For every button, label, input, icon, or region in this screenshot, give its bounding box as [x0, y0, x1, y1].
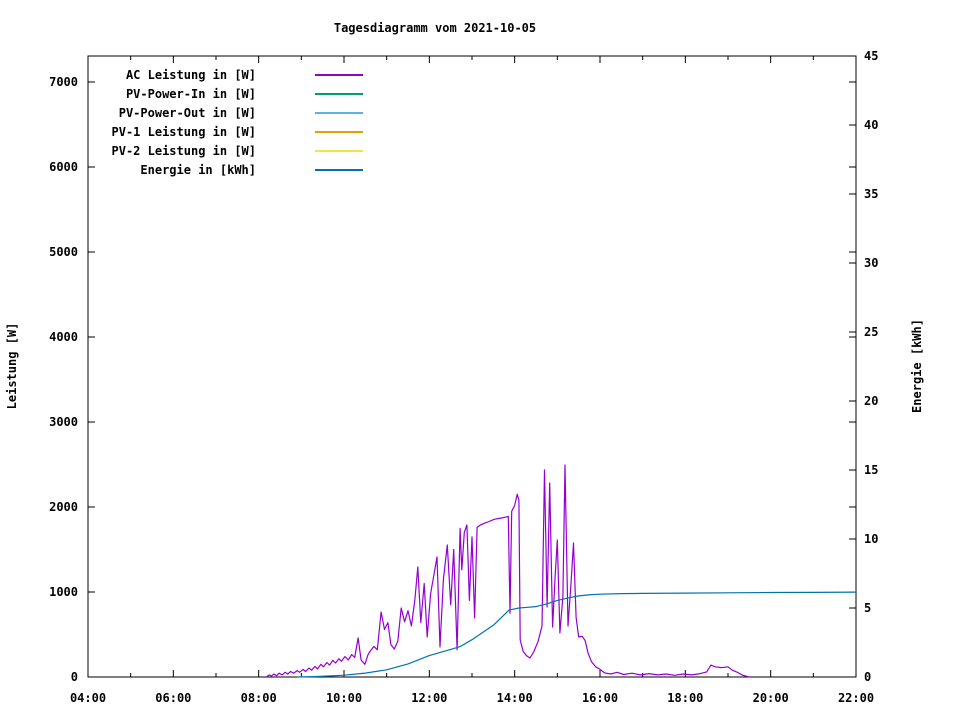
legend-label: PV-1 Leistung in [W] — [112, 125, 257, 139]
series-energie-in-kwh- — [297, 591, 857, 678]
y2-tick-label: 10 — [864, 532, 878, 546]
series-ac-leistung-in-w- — [265, 464, 750, 678]
y-tick-label: 7000 — [49, 75, 78, 89]
y2-axis-label: Energie [kWh] — [910, 319, 924, 413]
y-tick-label: 2000 — [49, 500, 78, 514]
y2-tick-label: 20 — [864, 394, 878, 408]
x-tick-label: 22:00 — [838, 691, 874, 705]
y-tick-label: 4000 — [49, 330, 78, 344]
y2-tick-label: 30 — [864, 256, 878, 270]
chart-title: Tagesdiagramm vom 2021-10-05 — [334, 21, 536, 35]
y2-tick-label: 0 — [864, 670, 871, 684]
x-tick-label: 04:00 — [70, 691, 106, 705]
y-tick-label: 3000 — [49, 415, 78, 429]
y2-tick-label: 15 — [864, 463, 878, 477]
y-tick-label: 1000 — [49, 585, 78, 599]
y-tick-label: 6000 — [49, 160, 78, 174]
legend-label: Energie in [kWh] — [140, 163, 256, 177]
legend: AC Leistung in [W] PV-Power-In in [W] PV-P… — [112, 68, 363, 177]
y2-tick-label: 45 — [864, 49, 878, 63]
legend-label: PV-2 Leistung in [W] — [112, 144, 257, 158]
legend-label: PV-Power-Out in [W] — [119, 106, 256, 120]
y-tick-label: 0 — [71, 670, 78, 684]
x-tick-label: 10:00 — [326, 691, 362, 705]
x-tick-label: 06:00 — [155, 691, 191, 705]
legend-label: PV-Power-In in [W] — [126, 87, 256, 101]
x-tick-label: 16:00 — [582, 691, 618, 705]
x-tick-label: 08:00 — [241, 691, 277, 705]
x-tick-label: 14:00 — [497, 691, 533, 705]
y2-tick-label: 25 — [864, 325, 878, 339]
x-tick-label: 12:00 — [411, 691, 447, 705]
legend-label: AC Leistung in [W] — [126, 68, 256, 82]
x-tick-label: 18:00 — [667, 691, 703, 705]
x-tick-label: 20:00 — [753, 691, 789, 705]
y-axis-label: Leistung [W] — [5, 323, 19, 410]
y-tick-label: 5000 — [49, 245, 78, 259]
y2-tick-label: 35 — [864, 187, 878, 201]
y2-tick-label: 5 — [864, 601, 871, 615]
y2-tick-label: 40 — [864, 118, 878, 132]
axis-ticks: 04:00 06:00 08:00 10:00 12:00 14:00 16:00 18:00… — [49, 49, 878, 705]
series-lines — [265, 464, 857, 678]
